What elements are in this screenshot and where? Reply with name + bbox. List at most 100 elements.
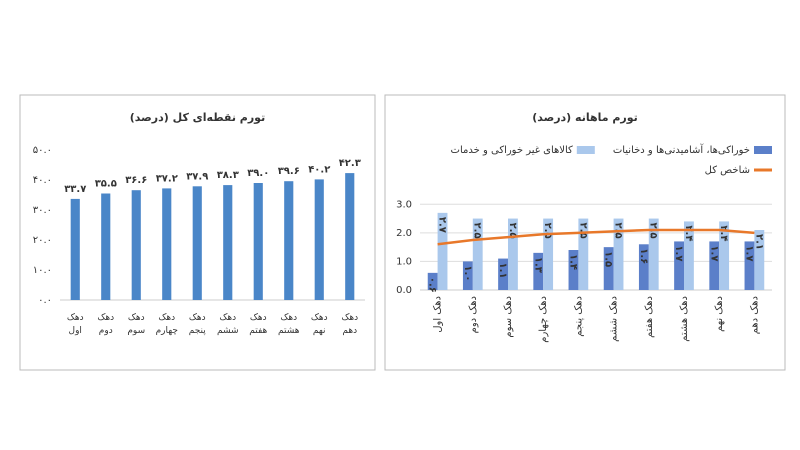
data-label: ۲.۴ — [683, 225, 694, 241]
bar — [101, 193, 111, 300]
right-panel — [384, 94, 786, 371]
x-tick-label: دهک نهم — [310, 313, 328, 336]
bar — [613, 218, 624, 290]
data-label: ۱.۴ — [567, 254, 578, 270]
bar — [754, 230, 765, 290]
data-label: ۲.۵ — [507, 223, 518, 239]
bar — [162, 188, 172, 300]
data-label: ۲.۱ — [753, 234, 764, 250]
bar — [131, 190, 141, 300]
data-label: ۳۷.۲ — [156, 173, 178, 184]
data-label: ۱.۱ — [497, 263, 508, 279]
y-tick-label: 2.0 — [396, 228, 412, 239]
bar — [472, 218, 483, 290]
bar — [345, 173, 355, 300]
chart-title: تورم نقطه‌ای کل (درصد) — [130, 111, 265, 124]
data-label: ۳۶.۶ — [125, 175, 147, 186]
data-label: ۱.۳ — [532, 257, 543, 273]
data-label: ۱.۷ — [673, 245, 684, 261]
x-tick-label: دهک هشتم — [679, 296, 690, 342]
chart-title: تورم ماهانه (درصد) — [532, 111, 638, 124]
bar — [719, 221, 730, 290]
bar — [437, 212, 448, 290]
x-tick-label: دهک دهم — [341, 313, 359, 336]
x-tick-label: دهک دوم — [468, 296, 479, 333]
data-label: ۲.۴ — [718, 225, 729, 241]
data-label: ۳۳.۷ — [64, 184, 86, 195]
bar — [603, 247, 614, 290]
y-tick-label: ۴۰.۰ — [33, 175, 52, 186]
data-label: ۱.۷ — [708, 245, 719, 261]
y-tick-label: 3.0 — [396, 199, 412, 210]
legend-label: شاخص کل — [705, 165, 750, 176]
y-tick-label: ۰.۰ — [38, 295, 52, 306]
x-tick-label: دهک پنجم — [188, 313, 206, 336]
x-tick-label: دهک چهارم — [155, 313, 178, 336]
data-label: ۴۰.۲ — [308, 164, 330, 175]
x-tick-label: دهک پنجم — [573, 296, 584, 337]
line — [437, 228, 755, 246]
bar — [674, 241, 684, 290]
bar — [684, 221, 694, 290]
y-tick-label: ۳۰.۰ — [33, 205, 52, 216]
bar — [253, 183, 263, 300]
bar — [578, 218, 589, 290]
x-tick-label: دهک اول — [66, 313, 84, 336]
bar — [314, 179, 324, 300]
x-tick-label: دهک ششم — [609, 296, 620, 342]
data-label: ۴۲.۳ — [339, 158, 361, 169]
bar — [543, 218, 554, 290]
bar — [648, 218, 659, 290]
x-tick-label: دهک هفتم — [644, 296, 655, 338]
bar — [709, 241, 720, 290]
y-tick-label: ۱۰.۰ — [33, 265, 52, 276]
bar — [744, 241, 755, 290]
data-label: ۰.۶ — [427, 277, 438, 293]
data-label: ۲.۵ — [472, 223, 483, 239]
y-tick-label: 1.0 — [396, 256, 412, 267]
bar — [638, 244, 649, 290]
x-tick-label: دهک دهم — [749, 296, 760, 334]
data-label: ۲.۵ — [542, 223, 553, 239]
legend-label: خوراکی‌ها، آشامیدنی‌ها و دخانیات — [613, 143, 750, 156]
x-tick-label: دهک اول — [433, 296, 444, 333]
data-label: ۱.۷ — [743, 245, 754, 261]
legend-label: کالاهای غیر خوراکی و خدمات — [451, 145, 574, 156]
x-tick-label: دهک سوم — [503, 296, 514, 338]
bar — [462, 261, 473, 290]
data-label: ۳۸.۳ — [217, 170, 239, 181]
x-tick-label: دهک نهم — [714, 296, 725, 332]
x-tick-label: دهک هفتم — [249, 313, 268, 336]
bar — [223, 185, 233, 300]
data-label: ۱.۶ — [638, 248, 649, 264]
data-label: ۱.۰ — [462, 265, 473, 281]
x-tick-label: دهک سوم — [127, 313, 146, 336]
data-label: ۲.۷ — [437, 217, 448, 233]
bar — [192, 186, 202, 300]
y-tick-label: 0.0 — [396, 285, 412, 296]
bar — [568, 250, 579, 290]
bar — [70, 198, 80, 300]
y-tick-label: ۲۰.۰ — [33, 235, 52, 246]
bar — [284, 181, 294, 300]
x-tick-label: دهک چهارم — [538, 296, 549, 343]
bar — [533, 252, 544, 290]
legend-swatch — [576, 146, 595, 154]
y-tick-label: ۵۰.۰ — [33, 145, 52, 156]
bar — [498, 258, 508, 290]
data-label: ۳۹.۰ — [247, 168, 269, 179]
x-tick-label: دهک ششم — [216, 313, 239, 336]
bar — [508, 218, 518, 290]
data-label: ۳۷.۹ — [186, 171, 208, 182]
bar — [427, 272, 438, 290]
data-label: ۲.۵ — [577, 223, 588, 239]
legend-swatch — [754, 146, 772, 154]
left-panel — [19, 94, 376, 371]
data-label: ۱.۵ — [603, 251, 614, 267]
x-tick-label: دهک هشتم — [278, 313, 300, 336]
data-label: ۳۵.۵ — [95, 179, 117, 190]
x-tick-label: دهک دوم — [97, 313, 115, 336]
data-label: ۳۹.۶ — [278, 166, 300, 177]
